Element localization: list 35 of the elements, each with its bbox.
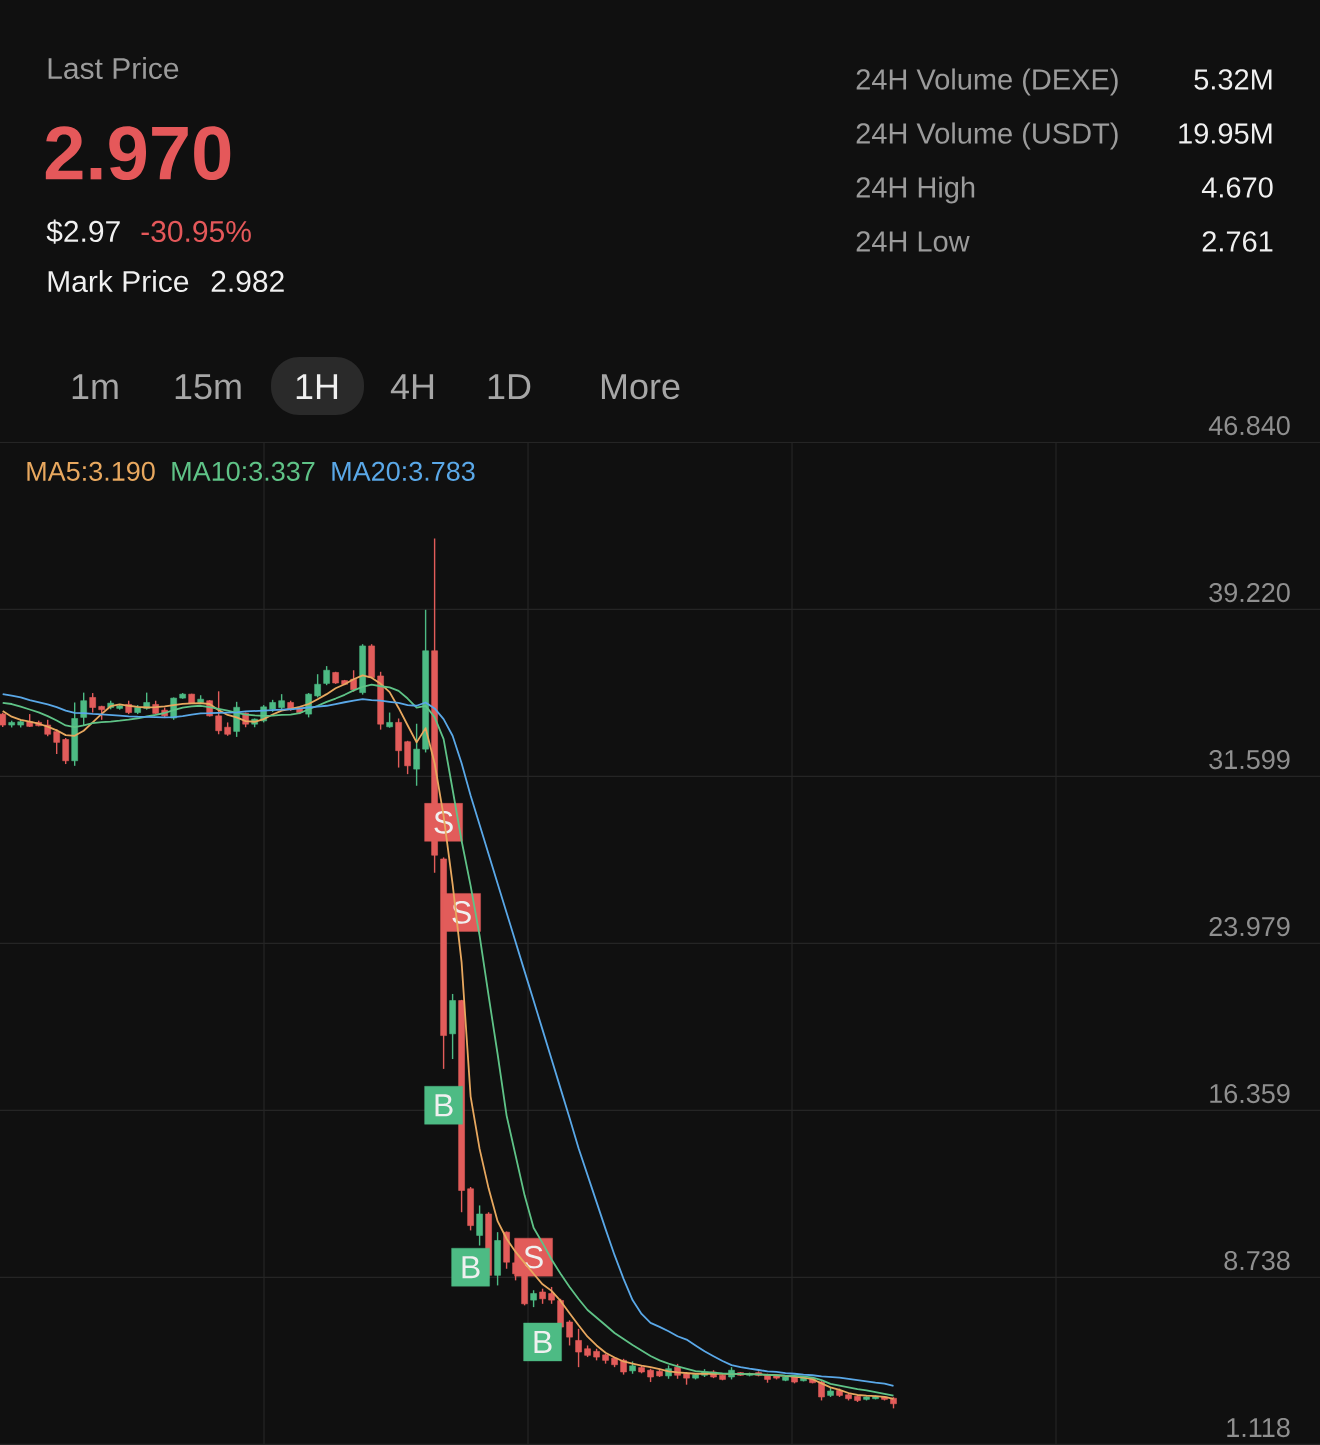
text: 4H bbox=[390, 374, 434, 399]
y-tick-label: 46.840 bbox=[1208, 416, 1290, 436]
text: 5.32M bbox=[1194, 69, 1272, 90]
y-tick-label: 1.118 bbox=[1227, 1418, 1290, 1438]
data-label: B bbox=[435, 1094, 453, 1117]
data-label: B bbox=[534, 1330, 552, 1353]
text: 2.982 bbox=[211, 270, 284, 293]
y-tick-label: 16.359 bbox=[1210, 1084, 1290, 1104]
text: 24H Low bbox=[856, 231, 970, 252]
text: Last Price bbox=[48, 57, 179, 80]
y-tick-label: 39.220 bbox=[1209, 583, 1290, 603]
text: MA10:3.337 bbox=[172, 461, 315, 481]
text: 4.670 bbox=[1201, 177, 1273, 198]
data-label: B bbox=[462, 1256, 480, 1279]
data-label: S bbox=[524, 1245, 543, 1269]
y-tick-label: 23.979 bbox=[1209, 917, 1290, 937]
text: $2.97 bbox=[46, 219, 120, 244]
text: 1H bbox=[296, 374, 338, 399]
text: More bbox=[601, 374, 680, 400]
text: Mark Price bbox=[48, 270, 189, 293]
text: 24H Volume (USDT) bbox=[856, 122, 1118, 150]
text: 1m bbox=[72, 374, 118, 399]
text: -30.95% bbox=[141, 220, 251, 243]
text: 19.95M bbox=[1179, 123, 1272, 144]
text: 24H High bbox=[856, 176, 975, 204]
data-label: S bbox=[434, 811, 453, 834]
text: 2.970 bbox=[45, 126, 231, 181]
y-tick-label: 31.599 bbox=[1209, 750, 1290, 770]
text: 15m bbox=[175, 374, 241, 400]
text: 24H Volume (DEXE) bbox=[856, 68, 1118, 96]
y-tick-label: 8.738 bbox=[1224, 1251, 1290, 1271]
text: MA20:3.783 bbox=[332, 461, 475, 481]
text: MA5:3.190 bbox=[27, 461, 155, 481]
text: 1D bbox=[488, 374, 531, 399]
text: 2.761 bbox=[1202, 231, 1273, 252]
